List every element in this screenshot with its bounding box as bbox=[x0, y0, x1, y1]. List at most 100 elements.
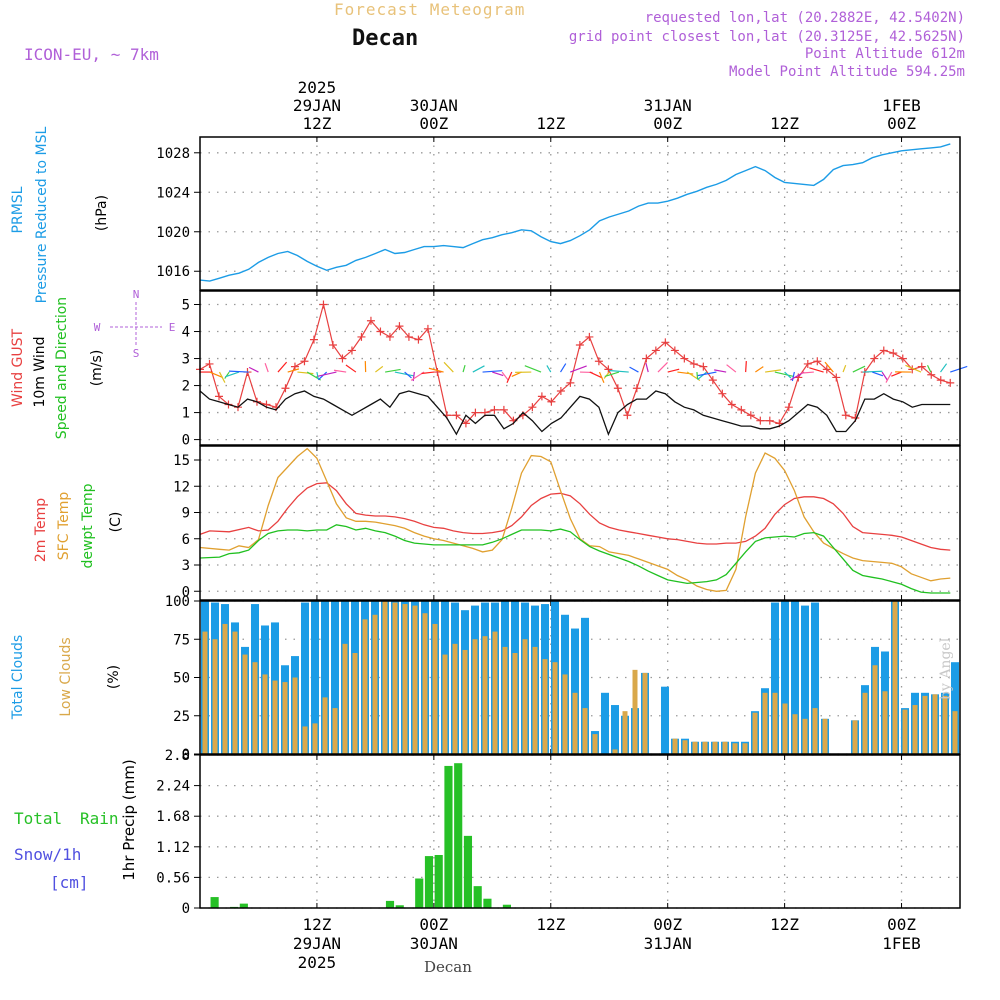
wind-arrow bbox=[824, 361, 834, 373]
low-cloud-bar bbox=[362, 619, 368, 754]
y-tick-label: 0 bbox=[182, 901, 190, 917]
gust-marker bbox=[651, 346, 660, 355]
top-time-label: 12Z bbox=[302, 114, 331, 133]
footer-location: Decan bbox=[424, 958, 472, 976]
low-cloud-bar bbox=[882, 691, 888, 754]
gust-marker bbox=[528, 403, 537, 412]
low-cloud-bar bbox=[942, 695, 948, 754]
label-snow: Snow/1h bbox=[14, 845, 81, 864]
low-cloud-bar bbox=[492, 631, 498, 754]
top-time-label: 31JAN bbox=[644, 96, 692, 115]
rain-bar bbox=[210, 897, 219, 908]
bottom-time-label: 00Z bbox=[887, 915, 916, 934]
wind-arrow bbox=[726, 364, 737, 373]
label-hpa: (hPa) bbox=[94, 195, 110, 231]
wind-arrow bbox=[784, 371, 792, 379]
low-cloud-bar bbox=[522, 639, 528, 754]
low-cloud-bar bbox=[852, 720, 858, 754]
low-cloud-bar bbox=[562, 674, 568, 754]
wind-arrow bbox=[609, 369, 629, 373]
gust-marker bbox=[585, 332, 594, 341]
forecast-title: Forecast Meteogram bbox=[334, 0, 526, 19]
low-cloud-bar bbox=[442, 654, 448, 754]
top-time-label: 2025 bbox=[298, 78, 337, 97]
label-precip-mm: 1hr Precip (mm) bbox=[120, 759, 138, 880]
gust-marker bbox=[946, 378, 955, 387]
model-label: ICON-EU, ~ 7km bbox=[24, 45, 159, 64]
low-cloud-bar bbox=[552, 662, 558, 754]
panel-wind: 0 1 2 3 4 5 bbox=[182, 291, 960, 449]
low-cloud-bar bbox=[582, 708, 588, 754]
rain-bar bbox=[395, 905, 404, 908]
low-cloud-bar bbox=[792, 714, 798, 754]
gust-marker bbox=[347, 346, 356, 355]
gust-marker bbox=[433, 368, 442, 377]
gust-marker bbox=[556, 386, 565, 395]
gust-marker bbox=[423, 324, 432, 333]
gust-marker bbox=[727, 400, 736, 409]
wind-arrow bbox=[375, 365, 384, 373]
bottom-time-label: 00Z bbox=[653, 915, 682, 934]
top-time-label: 29JAN bbox=[293, 96, 341, 115]
wind-arrow bbox=[316, 371, 319, 380]
gust-marker bbox=[404, 332, 413, 341]
low-cloud-bar bbox=[572, 692, 578, 754]
label-percent: (%) bbox=[106, 665, 122, 689]
low-cloud-bar bbox=[212, 639, 218, 754]
low-cloud-bar bbox=[762, 692, 768, 754]
location-title: Decan bbox=[352, 26, 419, 51]
wind-arrow bbox=[852, 365, 866, 373]
gust-marker bbox=[319, 300, 328, 309]
low-cloud-bar bbox=[232, 631, 238, 754]
low-cloud-bar bbox=[352, 653, 358, 754]
low-cloud-bar bbox=[482, 636, 488, 754]
low-cloud-bar bbox=[952, 711, 958, 754]
low-cloud-bar bbox=[272, 680, 278, 754]
wind-arrow bbox=[645, 362, 649, 373]
low-cloud-bar bbox=[592, 734, 598, 754]
wind-arrow bbox=[657, 362, 668, 373]
label-ms: (m/s) bbox=[89, 350, 105, 387]
wind-arrow bbox=[745, 361, 747, 373]
low-cloud-bar bbox=[712, 741, 718, 754]
y-tick-label: 5 bbox=[182, 298, 190, 314]
label-prmsl-desc: Pressure Reduced to MSL bbox=[34, 126, 50, 303]
rain-bar bbox=[424, 856, 434, 908]
wind-arrow bbox=[714, 369, 727, 373]
gust-marker bbox=[214, 392, 223, 401]
low-cloud-bar bbox=[732, 743, 738, 754]
gust-marker bbox=[822, 365, 831, 374]
wind-arrow bbox=[428, 367, 444, 373]
bottom-time-label: 12Z bbox=[536, 915, 565, 934]
low-cloud-bar bbox=[892, 601, 898, 754]
low-cloud-bar bbox=[422, 613, 428, 754]
gust-marker bbox=[832, 373, 841, 382]
top-time-label: 00Z bbox=[419, 114, 448, 133]
gust-marker bbox=[309, 335, 318, 344]
gust-marker bbox=[338, 354, 347, 363]
series-prmsl-line bbox=[199, 143, 951, 282]
gust-marker bbox=[205, 359, 214, 368]
wind-arrow bbox=[287, 368, 300, 373]
rain-bar bbox=[239, 903, 248, 908]
label-sfc-temp: SFC Temp bbox=[56, 492, 72, 561]
gust-marker bbox=[936, 376, 945, 385]
low-cloud-bar bbox=[322, 697, 328, 754]
gust-marker bbox=[594, 357, 603, 366]
y-tick-label: 1024 bbox=[156, 185, 190, 201]
label-rain: Rain bbox=[80, 809, 119, 828]
y-tick-label: 9 bbox=[182, 506, 190, 522]
wind-arrow bbox=[667, 368, 680, 373]
label-prmsl: PRMSL bbox=[10, 186, 26, 233]
wind-arrow bbox=[589, 371, 603, 379]
gust-marker bbox=[537, 392, 546, 401]
low-cloud-bar bbox=[612, 749, 618, 754]
gust-marker bbox=[898, 354, 907, 363]
low-cloud-bar bbox=[702, 741, 708, 754]
wind-arrow bbox=[885, 371, 893, 383]
top-time-label: 00Z bbox=[653, 114, 682, 133]
wind-arrow bbox=[765, 369, 781, 373]
gust-marker bbox=[917, 362, 926, 371]
label-low-clouds: Low Clouds bbox=[58, 637, 74, 716]
